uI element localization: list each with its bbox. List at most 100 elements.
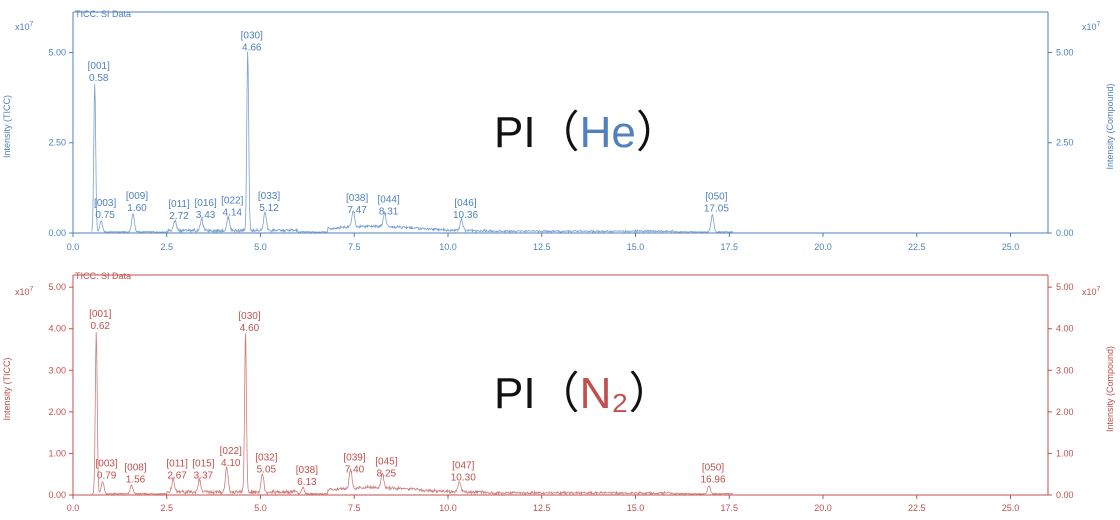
peak-id-label: [003] xyxy=(94,198,116,209)
peak-rt-label: 2.67 xyxy=(167,471,187,482)
x-tick-label: 15.0 xyxy=(627,242,645,252)
y-tick-label-right: 4.00 xyxy=(1056,324,1074,334)
x-tick-label: 7.5 xyxy=(348,242,361,252)
exponent-label-right: x107 xyxy=(1082,21,1101,32)
y-tick-label-right: 0.00 xyxy=(1056,228,1074,238)
exponent-label-right: x107 xyxy=(1082,286,1101,297)
peak-id-label: [030] xyxy=(241,30,263,41)
x-tick-label: 2.5 xyxy=(160,503,173,513)
panel-header: TICC: SI Data xyxy=(75,271,131,281)
peak-rt-label: 1.56 xyxy=(126,475,146,486)
y-axis-title-right: Intensity (Compound) xyxy=(1105,346,1115,432)
x-tick-label: 12.5 xyxy=(533,242,551,252)
x-tick-label: 25.0 xyxy=(1002,242,1020,252)
x-tick-label: 0.0 xyxy=(67,242,80,252)
peak-rt-label: 10.36 xyxy=(453,210,478,221)
series-trace xyxy=(91,331,734,496)
peak-rt-label: 5.05 xyxy=(257,464,277,475)
x-tick-label: 10.0 xyxy=(439,503,457,513)
panel-annotation: PI（He） xyxy=(494,108,680,157)
peak-id-label: [045] xyxy=(375,456,397,467)
peak-id-label: [022] xyxy=(220,446,242,457)
peak-rt-label: 16.96 xyxy=(700,475,725,486)
peak-id-label: [011] xyxy=(168,199,190,210)
peak-id-label: [050] xyxy=(705,192,727,203)
x-tick-label: 7.5 xyxy=(348,503,361,513)
peak-rt-label: 4.66 xyxy=(242,42,262,53)
x-tick-label: 10.0 xyxy=(439,242,457,252)
x-tick-label: 25.0 xyxy=(1002,503,1020,513)
peak-id-label: [030] xyxy=(238,311,260,322)
peak-rt-label: 8.25 xyxy=(377,468,397,479)
peak-id-label: [022] xyxy=(221,195,243,206)
y-axis-title-right: Intensity (Compound) xyxy=(1105,83,1115,169)
y-tick-label-left: 4.00 xyxy=(48,324,66,334)
peak-rt-label: 3.43 xyxy=(196,210,216,221)
x-tick-label: 22.5 xyxy=(908,242,926,252)
chart-panel-1: TICC: SI Data x107 x107 0.00 0.00 2.50 2.50 5.0… xyxy=(2,9,1115,252)
peak-id-label: [050] xyxy=(702,463,724,474)
peak-rt-label: 1.60 xyxy=(127,203,147,214)
x-tick-label: 17.5 xyxy=(720,242,738,252)
peak-id-label: [038] xyxy=(346,193,368,204)
x-tick-label: 17.5 xyxy=(720,503,738,513)
peak-id-label: [047] xyxy=(452,461,474,472)
peak-id-label: [008] xyxy=(124,463,146,474)
peak-id-label: [003] xyxy=(96,459,118,470)
x-tick-label: 15.0 xyxy=(627,503,645,513)
y-tick-label-left: 2.00 xyxy=(48,407,66,417)
peak-rt-label: 10.30 xyxy=(451,473,476,484)
y-tick-label-left: 2.50 xyxy=(48,138,66,148)
y-tick-label-right: 1.00 xyxy=(1056,448,1074,458)
peak-rt-label: 7.47 xyxy=(347,205,367,216)
peak-id-label: [044] xyxy=(378,195,400,206)
peak-id-label: [001] xyxy=(89,309,111,320)
y-tick-label-right: 0.00 xyxy=(1056,490,1074,500)
x-tick-label: 20.0 xyxy=(814,242,832,252)
peak-rt-label: 7.40 xyxy=(345,464,365,475)
peak-rt-label: 17.05 xyxy=(704,204,729,215)
peak-id-label: [033] xyxy=(258,191,280,202)
peak-id-label: [032] xyxy=(255,452,277,463)
y-tick-label-left: 0.00 xyxy=(48,490,66,500)
chart-panel-2: TICC: SI Data x107 x107 0.00 0.00 1.00 1.00 2.0… xyxy=(2,271,1115,513)
y-tick-label-left: 5.00 xyxy=(48,282,66,292)
peak-rt-label: 5.12 xyxy=(259,203,279,214)
y-tick-label-right: 2.00 xyxy=(1056,407,1074,417)
peak-rt-label: 3.37 xyxy=(194,471,214,482)
y-axis-title-left: Intensity (TICC) xyxy=(2,95,12,158)
x-tick-label: 0.0 xyxy=(67,503,80,513)
x-tick-label: 5.0 xyxy=(254,503,267,513)
x-tick-label: 2.5 xyxy=(160,242,173,252)
x-tick-label: 5.0 xyxy=(254,242,267,252)
peak-rt-label: 0.75 xyxy=(95,210,115,221)
peak-rt-label: 6.13 xyxy=(297,477,317,488)
peak-id-label: [015] xyxy=(192,459,214,470)
exponent-label-left: x107 xyxy=(15,21,34,32)
x-tick-label: 12.5 xyxy=(533,503,551,513)
peak-id-label: [009] xyxy=(126,191,148,202)
y-tick-label-right: 3.00 xyxy=(1056,365,1074,375)
y-tick-label-left: 3.00 xyxy=(48,365,66,375)
peak-rt-label: 0.62 xyxy=(91,321,111,332)
peak-rt-label: 2.72 xyxy=(169,211,189,222)
y-tick-label-right: 5.00 xyxy=(1056,282,1074,292)
peak-id-label: [001] xyxy=(88,61,110,72)
peak-rt-label: 4.60 xyxy=(240,323,260,334)
x-tick-label: 22.5 xyxy=(908,503,926,513)
panel-header: TICC: SI Data xyxy=(75,9,131,19)
peak-id-label: [016] xyxy=(195,198,217,209)
peak-id-label: [038] xyxy=(296,465,318,476)
panel-annotation: PI（N₂） xyxy=(494,369,672,418)
series-trace xyxy=(91,51,734,234)
y-tick-label-left: 1.00 xyxy=(48,448,66,458)
y-axis-title-left: Intensity (TICC) xyxy=(2,357,12,420)
peak-rt-label: 4.14 xyxy=(223,207,243,218)
y-tick-label-right: 5.00 xyxy=(1056,47,1074,57)
peak-rt-label: 0.58 xyxy=(89,73,109,84)
y-tick-label-left: 5.00 xyxy=(48,47,66,57)
x-tick-label: 20.0 xyxy=(814,503,832,513)
y-tick-label-left: 0.00 xyxy=(48,228,66,238)
peak-rt-label: 8.31 xyxy=(379,207,399,218)
